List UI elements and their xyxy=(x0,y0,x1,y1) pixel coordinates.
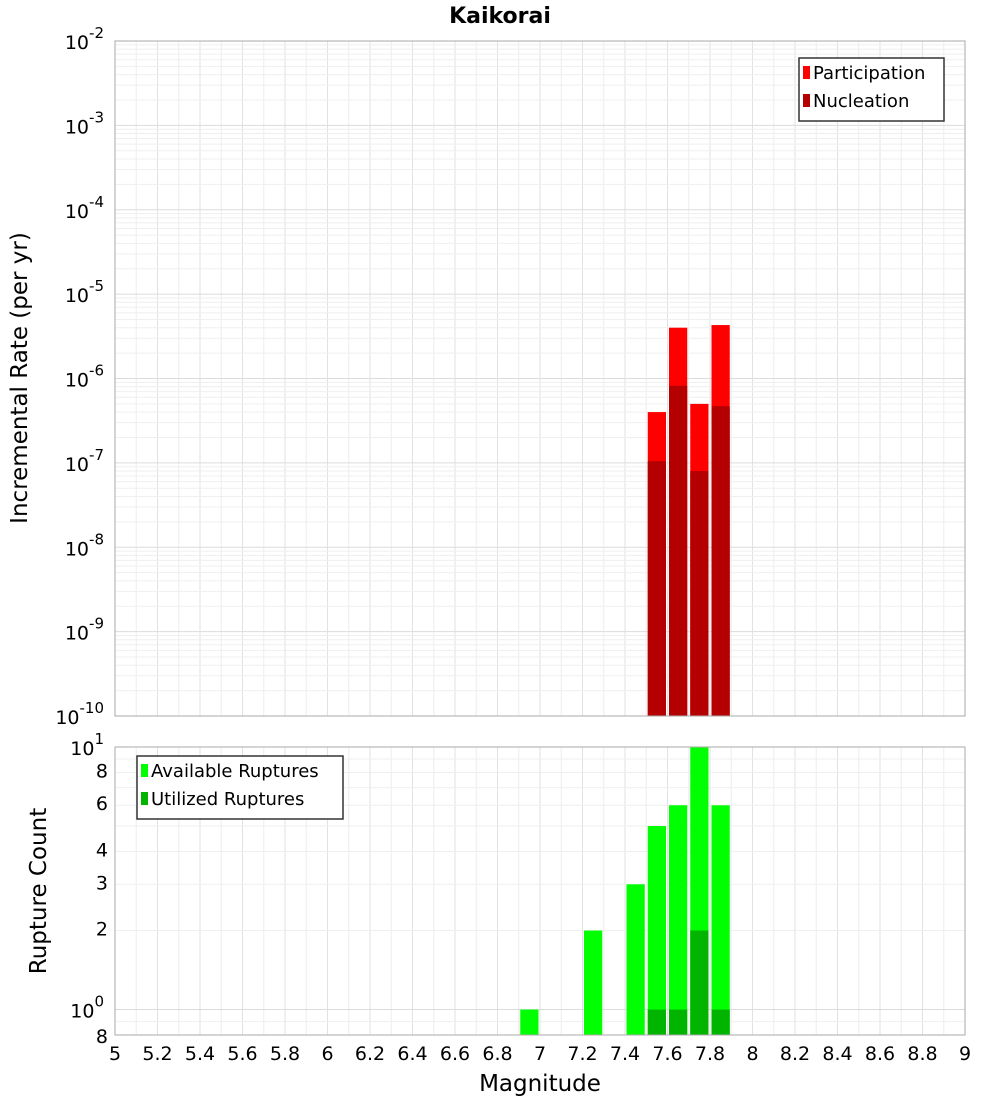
y-tick-label: 10-7 xyxy=(65,446,104,476)
x-tick-label: 5.4 xyxy=(185,1043,215,1065)
legend-swatch xyxy=(803,66,810,79)
y-tick-label: 100 xyxy=(70,993,104,1023)
x-tick-label: 6.8 xyxy=(482,1043,512,1065)
rate-panel: 10-2 10-3 10-4 10-5 10-6 10-7 10-8 10-9 10-10 Par… xyxy=(55,24,966,729)
bar-available-ruptures-7.25 xyxy=(584,930,603,1035)
x-tick-label: 8.8 xyxy=(907,1043,937,1065)
legend-swatch xyxy=(141,764,148,777)
y-tick-label: 4 xyxy=(96,839,108,861)
legend-box xyxy=(798,57,945,122)
legend-swatch xyxy=(803,94,810,107)
x-tick-label: 7 xyxy=(534,1043,546,1065)
x-tick-label: 8.4 xyxy=(822,1043,852,1065)
legend: Available Ruptures Utilized Ruptures xyxy=(136,755,344,820)
legend-label: Available Ruptures xyxy=(151,761,319,782)
y-tick-label: 8 xyxy=(96,760,108,782)
bar-nucleation-7.75 xyxy=(690,471,709,716)
x-tick-label: 8 xyxy=(746,1043,758,1065)
y-tick-label: 10-2 xyxy=(65,24,104,54)
x-tick-label: 5.8 xyxy=(270,1043,300,1065)
bar-available-ruptures-7.55 xyxy=(647,826,666,1035)
x-axis-label: Magnitude xyxy=(479,1071,601,1097)
y-tick-label: 101 xyxy=(70,730,104,760)
legend-box xyxy=(136,755,344,820)
x-tick-label: 6.6 xyxy=(440,1043,470,1065)
x-tick-label: 5 xyxy=(109,1043,121,1065)
legend-label: Utilized Ruptures xyxy=(151,789,304,810)
chart-title: Kaikorai xyxy=(449,4,551,29)
x-tick-label: 5.6 xyxy=(227,1043,257,1065)
x-tick-label: 7.4 xyxy=(610,1043,640,1065)
x-tick-label: 7.8 xyxy=(695,1043,725,1065)
plot-border xyxy=(114,746,966,1036)
y-tick-label: 10-3 xyxy=(65,108,104,138)
plot-border xyxy=(114,40,966,717)
legend-label: Participation xyxy=(813,63,925,84)
y-axis-label-count: Rupture Count xyxy=(26,808,52,974)
legend-swatch xyxy=(141,792,148,805)
y-tick-label: 2 xyxy=(96,919,108,941)
x-tick-label: 9 xyxy=(959,1043,971,1065)
y-tick-label: 10-8 xyxy=(65,530,104,560)
bar-nucleation-7.85 xyxy=(711,406,730,716)
bar-available-ruptures-6.95 xyxy=(520,1009,539,1035)
bar-utilized-ruptures-7.75 xyxy=(690,930,709,1035)
legend-label: Nucleation xyxy=(813,91,909,112)
x-tick-label: 6 xyxy=(321,1043,333,1065)
bar-nucleation-7.65 xyxy=(669,385,688,716)
y-tick-label: 3 xyxy=(96,872,108,894)
y-tick-label: 10-4 xyxy=(65,193,104,223)
x-tick-label: 7.6 xyxy=(652,1043,682,1065)
bar-utilized-ruptures-7.65 xyxy=(669,1009,688,1035)
y-axis-label-rate: Incremental Rate (per yr) xyxy=(7,232,33,524)
bar-nucleation-7.55 xyxy=(647,461,666,716)
bar-available-ruptures-7.65 xyxy=(669,805,688,1035)
x-tick-label: 7.2 xyxy=(567,1043,597,1065)
x-tick-label: 6.2 xyxy=(355,1043,385,1065)
x-tick-label: 6.4 xyxy=(397,1043,427,1065)
bar-utilized-ruptures-7.85 xyxy=(711,1009,730,1035)
bar-available-ruptures-7.45 xyxy=(626,884,645,1035)
bar-utilized-ruptures-7.55 xyxy=(647,1009,666,1035)
x-tick-label: 8.6 xyxy=(865,1043,895,1065)
x-tick-label: 8.2 xyxy=(780,1043,810,1065)
y-tick-label: 10-9 xyxy=(65,615,104,645)
x-tick-label: 5.2 xyxy=(142,1043,172,1065)
y-tick-label: 10-10 xyxy=(55,699,104,729)
bar-available-ruptures-7.85 xyxy=(711,805,730,1035)
legend: Participation Nucleation xyxy=(798,57,945,122)
y-tick-label: 6 xyxy=(96,793,108,815)
y-tick-label: 8 xyxy=(96,1026,108,1048)
y-tick-label: 10-6 xyxy=(65,362,104,392)
y-tick-label: 10-5 xyxy=(65,277,104,307)
